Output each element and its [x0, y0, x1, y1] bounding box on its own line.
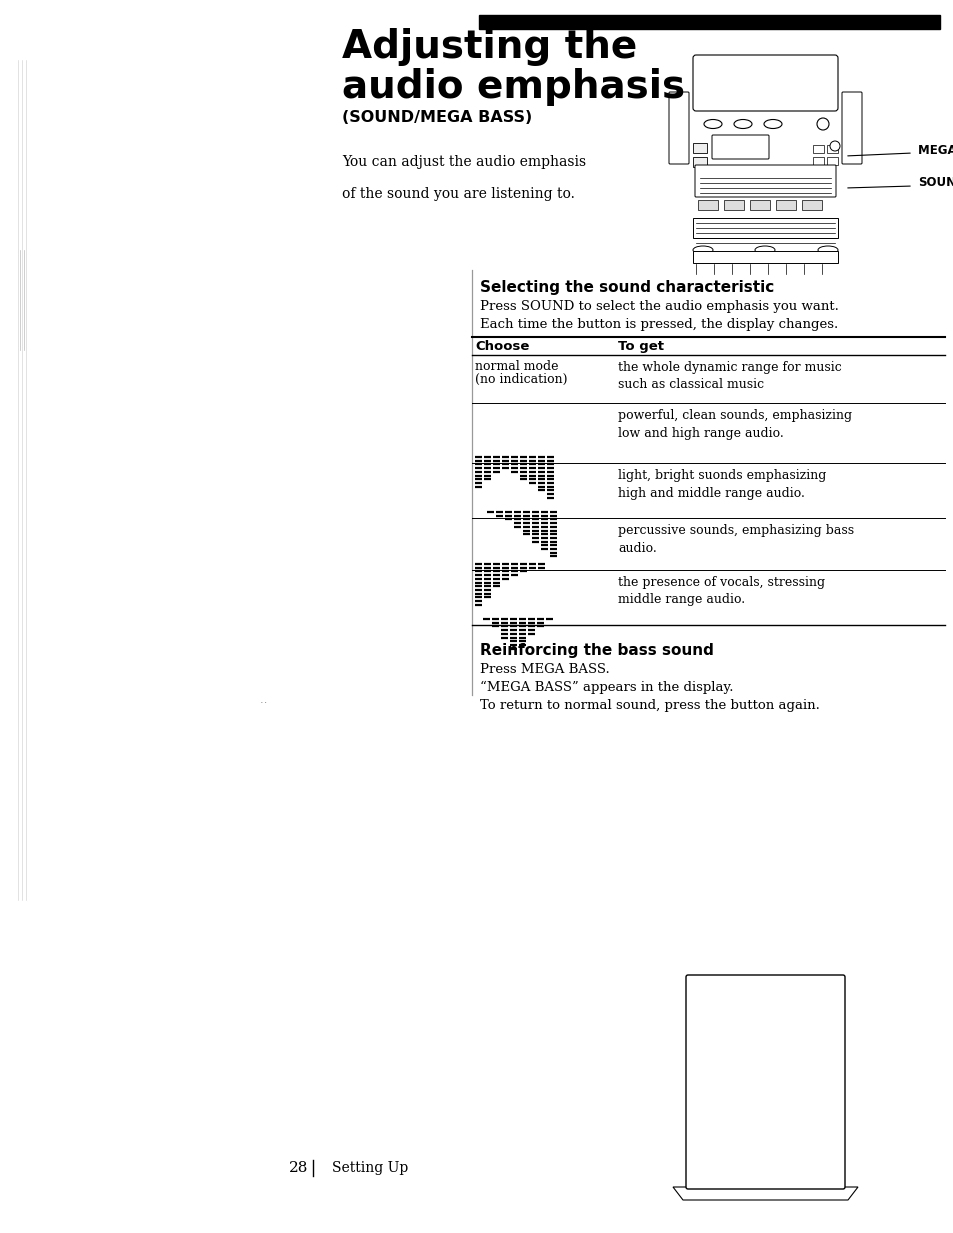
FancyBboxPatch shape: [711, 134, 768, 159]
Text: Each time the button is pressed, the display changes.: Each time the button is pressed, the dis…: [479, 318, 838, 330]
Bar: [812, 145, 823, 153]
Circle shape: [829, 141, 840, 150]
Bar: [801, 200, 821, 210]
Bar: [749, 200, 769, 210]
Text: Choose: Choose: [475, 340, 529, 353]
Text: Press SOUND to select the audio emphasis you want.: Press SOUND to select the audio emphasis…: [479, 300, 838, 313]
FancyBboxPatch shape: [841, 92, 862, 164]
Bar: [723, 200, 743, 210]
Text: 28: 28: [289, 1161, 308, 1175]
Text: audio emphasis: audio emphasis: [341, 68, 684, 106]
Bar: [692, 157, 706, 166]
Bar: [692, 252, 837, 263]
Ellipse shape: [763, 120, 781, 128]
Bar: [826, 145, 837, 153]
Text: Reinforcing the bass sound: Reinforcing the bass sound: [479, 642, 713, 658]
Bar: [692, 218, 837, 238]
Bar: [692, 143, 706, 153]
Text: Setting Up: Setting Up: [332, 1161, 408, 1175]
Text: MEGA BASS: MEGA BASS: [917, 143, 953, 157]
Text: Selecting the sound characteristic: Selecting the sound characteristic: [479, 280, 774, 295]
Text: ‥: ‥: [260, 695, 267, 705]
FancyBboxPatch shape: [695, 165, 835, 197]
Ellipse shape: [692, 247, 712, 254]
Text: (no indication): (no indication): [475, 374, 567, 386]
Bar: [826, 157, 837, 165]
Bar: [812, 157, 823, 165]
Bar: [478, 15, 939, 30]
Text: SOUND: SOUND: [917, 176, 953, 190]
FancyBboxPatch shape: [668, 92, 688, 164]
Text: You can adjust the audio emphasis: You can adjust the audio emphasis: [341, 155, 585, 169]
Bar: [698, 200, 718, 210]
Text: Press MEGA BASS.: Press MEGA BASS.: [479, 663, 609, 676]
Text: powerful, clean sounds, emphasizing
low and high range audio.: powerful, clean sounds, emphasizing low …: [618, 409, 851, 439]
Text: normal mode: normal mode: [475, 360, 558, 374]
Ellipse shape: [754, 247, 774, 254]
Text: percussive sounds, emphasizing bass
audio.: percussive sounds, emphasizing bass audi…: [618, 524, 853, 555]
Text: (SOUND/MEGA BASS): (SOUND/MEGA BASS): [341, 110, 532, 125]
Text: the presence of vocals, stressing
middle range audio.: the presence of vocals, stressing middle…: [618, 576, 824, 607]
FancyBboxPatch shape: [685, 975, 844, 1189]
Text: of the sound you are listening to.: of the sound you are listening to.: [341, 187, 575, 201]
Circle shape: [816, 118, 828, 129]
Text: “MEGA BASS” appears in the display.: “MEGA BASS” appears in the display.: [479, 681, 733, 694]
Bar: [775, 200, 795, 210]
Ellipse shape: [817, 247, 837, 254]
Text: To return to normal sound, press the button again.: To return to normal sound, press the but…: [479, 699, 819, 711]
FancyBboxPatch shape: [692, 55, 837, 111]
Text: Adjusting the: Adjusting the: [341, 28, 637, 67]
Ellipse shape: [733, 120, 751, 128]
Ellipse shape: [703, 120, 721, 128]
Text: the whole dynamic range for music
such as classical music: the whole dynamic range for music such a…: [618, 361, 841, 392]
Text: light, bright suonds emphasizing
high and middle range audio.: light, bright suonds emphasizing high an…: [618, 469, 825, 499]
Text: To get: To get: [618, 340, 663, 353]
